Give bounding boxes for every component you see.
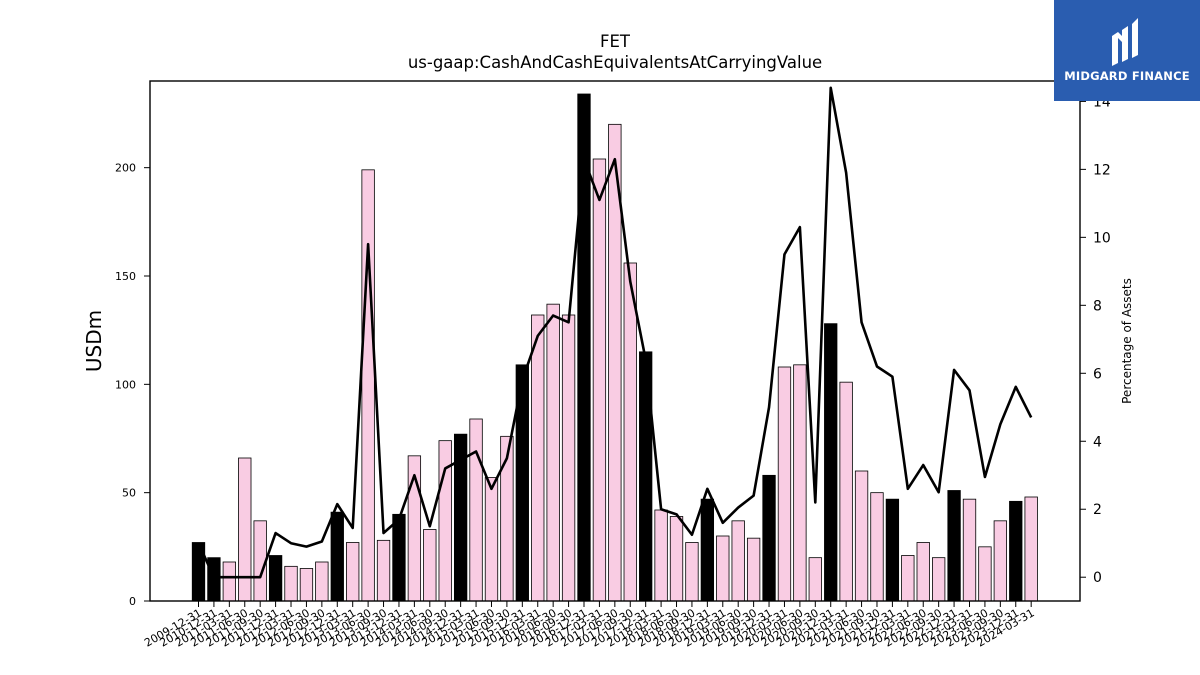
- y2-tick-label: 6: [1093, 366, 1102, 382]
- brand-logo: MIDGARD FINANCE: [1054, 0, 1200, 101]
- bar: [916, 542, 930, 602]
- bar: [731, 520, 745, 602]
- bar: [268, 555, 283, 602]
- bar: [654, 509, 668, 602]
- bar: [330, 511, 344, 602]
- bar: [716, 535, 730, 602]
- bar: [299, 568, 314, 602]
- bar: [222, 561, 236, 602]
- bar: [793, 364, 807, 602]
- logo-text: MIDGARD FINANCE: [1064, 69, 1190, 83]
- percentage-line: [197, 86, 1033, 579]
- bar: [238, 457, 252, 602]
- bar: [392, 513, 406, 602]
- y-tick-label: 100: [115, 378, 136, 391]
- y2-tick-label: 4: [1093, 434, 1102, 450]
- bar: [962, 498, 977, 602]
- y2-tick-label: 12: [1093, 162, 1111, 178]
- chart-subtitle: us-gaap:CashAndCashEquivalentsAtCarrying…: [407, 53, 823, 72]
- bar: [346, 542, 360, 602]
- bar: [1009, 500, 1023, 602]
- bar: [870, 492, 884, 602]
- y-tick-label: 200: [115, 162, 136, 175]
- bar: [531, 314, 545, 602]
- y2-axis-label: Percentage of Assets: [1120, 278, 1134, 404]
- axes: 050100150200024681012142009-12-312010-12…: [115, 80, 1111, 650]
- y-tick-label: 50: [122, 487, 136, 500]
- bar: [978, 546, 992, 602]
- bar: [669, 516, 684, 602]
- bar: [901, 555, 915, 602]
- chart-title-block: FET us-gaap:CashAndCashEquivalentsAtCarr…: [215, 31, 1015, 73]
- bar: [207, 557, 221, 602]
- bar: [932, 557, 946, 602]
- bar: [546, 303, 560, 602]
- bar: [423, 529, 437, 602]
- bar: [623, 262, 637, 602]
- bar: [824, 323, 838, 602]
- y-tick-label: 150: [115, 270, 136, 283]
- bar: [484, 477, 499, 602]
- bar: [315, 561, 329, 602]
- bar: [746, 537, 761, 602]
- bar: [839, 381, 853, 602]
- bar: [1024, 496, 1038, 602]
- y2-tick-label: 8: [1093, 298, 1102, 314]
- bar: [885, 498, 900, 602]
- bar: [592, 158, 607, 602]
- y2-tick-label: 0: [1093, 570, 1102, 586]
- line-layer: [197, 86, 1033, 579]
- bar: [762, 474, 776, 602]
- y-tick-label: 0: [129, 595, 136, 608]
- bar: [469, 418, 483, 602]
- bar: [685, 542, 699, 602]
- y2-tick-label: 2: [1093, 502, 1102, 518]
- bar: [777, 366, 792, 602]
- bar: [561, 314, 576, 602]
- bar-group: [191, 93, 1038, 602]
- bar: [700, 498, 715, 602]
- y2-tick-label: 10: [1093, 230, 1111, 246]
- bar: [361, 169, 375, 602]
- y-axis-label: USDm: [82, 310, 106, 372]
- midgard-logo-icon: [1112, 18, 1138, 66]
- bar: [854, 470, 869, 602]
- bar: [284, 565, 298, 602]
- bar: [376, 539, 391, 602]
- bar: [947, 490, 961, 602]
- chart-title: FET: [600, 32, 630, 51]
- bar: [993, 520, 1007, 602]
- bar: [808, 557, 822, 602]
- bar: [639, 351, 653, 602]
